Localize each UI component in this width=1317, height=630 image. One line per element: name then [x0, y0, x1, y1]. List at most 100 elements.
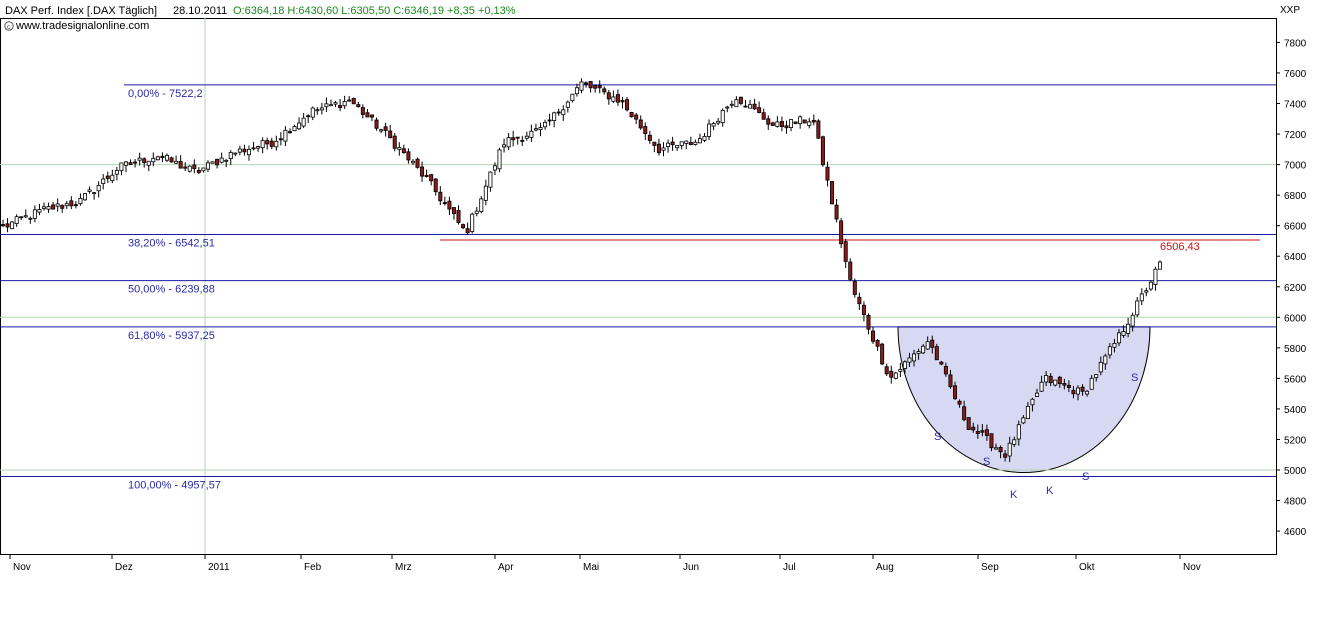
fib-level-label: 61,80% - 5937,25 — [128, 330, 215, 342]
candle-body — [1053, 379, 1058, 386]
candle-body — [502, 144, 507, 148]
candle-body — [137, 157, 142, 161]
candle-body — [374, 119, 379, 129]
candle-body — [775, 121, 780, 127]
candle-body — [793, 121, 798, 124]
candle-body — [315, 109, 320, 112]
candle-body — [707, 123, 712, 137]
rounding-bottom-shape — [897, 326, 1151, 473]
candle-body — [643, 126, 648, 134]
candle-body — [693, 141, 698, 145]
candle-body — [92, 192, 97, 195]
candle-body — [584, 82, 589, 85]
candle-body — [784, 125, 789, 129]
candle-body — [556, 111, 561, 114]
candle-body — [1057, 376, 1062, 385]
y-tick-label: 5200 — [1284, 435, 1307, 446]
candle-body — [1025, 405, 1030, 419]
candle-body — [401, 148, 406, 153]
candle-body — [538, 127, 543, 131]
candle-body — [957, 400, 962, 405]
candle-body — [429, 174, 434, 182]
candle-body — [921, 345, 926, 354]
candle-body — [506, 137, 511, 148]
candle-body — [392, 135, 397, 149]
candle-body — [552, 112, 557, 121]
candle-body — [570, 93, 575, 102]
candle-body — [597, 85, 602, 89]
candle-body — [424, 174, 429, 177]
pattern-label: S — [983, 456, 990, 468]
candle-body — [64, 203, 69, 207]
x-tick-label: Nov — [1183, 562, 1201, 573]
candle-body — [766, 118, 771, 125]
candle-body — [716, 120, 721, 124]
candle-body — [269, 140, 274, 147]
candle-body — [51, 204, 56, 210]
x-tick-label: Jul — [783, 562, 796, 573]
candle-body — [820, 136, 825, 166]
candle-body — [133, 161, 138, 164]
candle-body — [19, 216, 24, 219]
candle-body — [779, 121, 784, 128]
candle-body — [1048, 375, 1053, 384]
candle-body — [625, 99, 630, 111]
candle-body — [492, 165, 497, 171]
candle-body — [1148, 281, 1153, 290]
candle-body — [1139, 293, 1144, 302]
candle-body — [183, 166, 188, 169]
candle-body — [962, 406, 967, 421]
candle-body — [893, 372, 898, 379]
candle-body — [830, 181, 835, 205]
candle-body — [438, 191, 443, 202]
x-tick-label: 2011 — [208, 562, 230, 573]
candle-body — [105, 175, 110, 179]
candle-body — [447, 200, 452, 210]
candle-body — [260, 140, 265, 149]
candle-body — [834, 204, 839, 220]
candle-body — [479, 198, 484, 212]
candle-body — [483, 185, 488, 201]
candle-body — [561, 109, 566, 116]
y-tick-label: 7800 — [1284, 38, 1307, 49]
candle-body — [629, 111, 634, 118]
candle-body — [1012, 439, 1017, 445]
candle-body — [379, 129, 384, 132]
candle-body — [365, 112, 370, 118]
candle-body — [351, 98, 356, 105]
pattern-label: S — [934, 431, 941, 443]
candle-body — [1030, 398, 1035, 406]
candle-body — [278, 138, 283, 141]
candle-body — [989, 433, 994, 449]
candle-body — [470, 213, 475, 232]
candle-body — [1089, 377, 1094, 390]
candle-body — [602, 88, 607, 93]
candle-body — [174, 160, 179, 164]
candle-body — [151, 157, 156, 163]
y-tick-label: 4600 — [1284, 527, 1307, 538]
candle-body — [324, 103, 329, 108]
x-tick-label: Apr — [498, 562, 514, 573]
candle-body — [388, 130, 393, 139]
header-symbol: DAX Perf. Index [.DAX Täglich] — [5, 5, 157, 17]
candle-body — [383, 126, 388, 131]
copyright-icon — [4, 21, 14, 31]
bowl-layer — [897, 326, 1151, 473]
candle-body — [543, 121, 548, 128]
candle-body — [902, 361, 907, 369]
header-ohlc: O:6364,18 H:6430,60 L:6305,50 C:6346,19 … — [233, 5, 516, 17]
candle-body — [565, 101, 570, 108]
candle-body — [32, 209, 37, 219]
candle-body — [966, 417, 971, 430]
candle-body — [433, 178, 438, 193]
candle-body — [511, 137, 516, 141]
candle-body — [980, 430, 985, 433]
candle-layer — [0, 78, 1163, 463]
candle-body — [757, 107, 762, 113]
y-tick-label: 7000 — [1284, 161, 1307, 172]
candle-body — [306, 115, 311, 118]
candle-body — [729, 103, 734, 106]
candle-body — [761, 112, 766, 120]
y-tick-label: 6200 — [1284, 283, 1307, 294]
